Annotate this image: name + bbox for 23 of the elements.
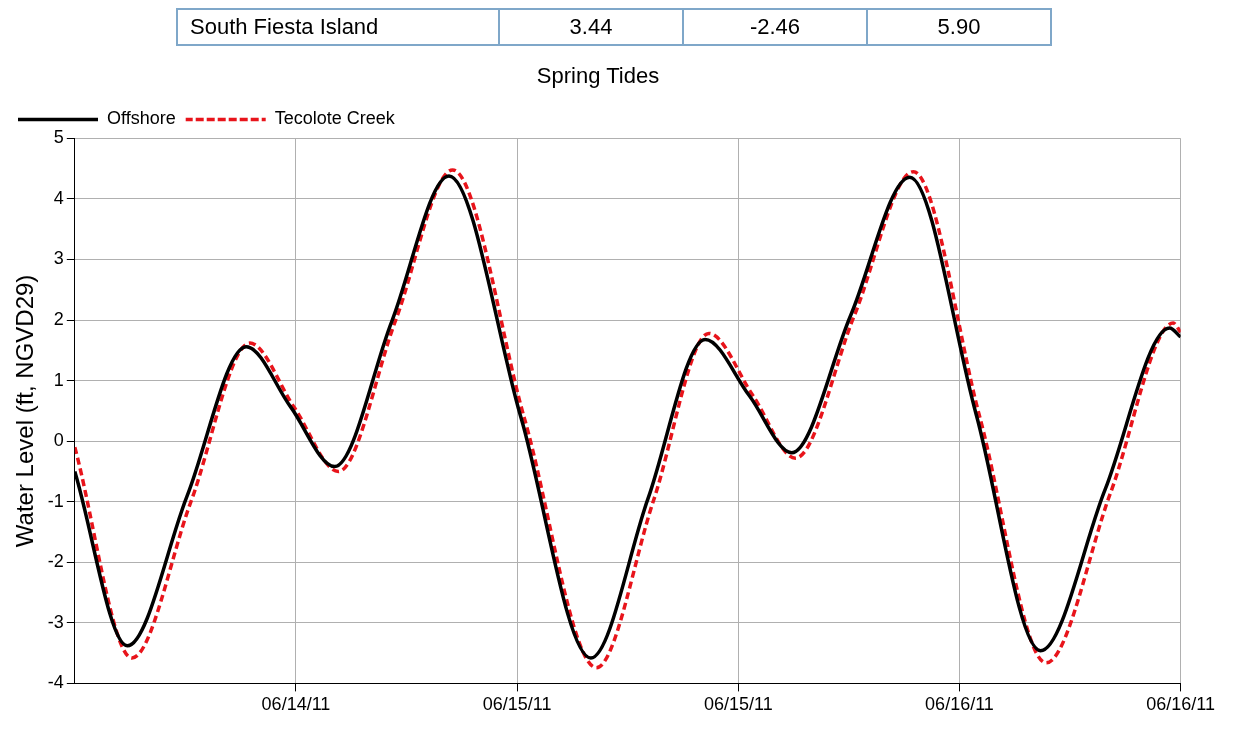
text: 3.44 xyxy=(499,9,683,45)
y-tick-label: 5 xyxy=(53,127,64,148)
chart-title: Spring Tides xyxy=(536,63,660,89)
x-tick-label: 06/15/11 xyxy=(703,694,773,715)
x-tick-label: 06/14/11 xyxy=(261,694,331,715)
text: 5.90 xyxy=(867,9,1051,45)
x-tick-label: 06/16/11 xyxy=(1146,694,1215,715)
y-tick-label: -2 xyxy=(47,551,64,572)
y-tick-label: 3 xyxy=(53,248,64,269)
x-tick-label: 06/16/11 xyxy=(925,694,994,715)
y-axis-title: Water Level (ft, NGVD29) xyxy=(11,274,39,548)
y-tick-label: 4 xyxy=(53,187,64,208)
y-tick-label: -3 xyxy=(47,611,64,632)
text: South Fiesta Island xyxy=(177,9,499,45)
x-tick-label: 06/15/11 xyxy=(482,694,552,715)
y-tick-label: 1 xyxy=(53,369,64,390)
legend-label: Tecolote Creek xyxy=(274,108,396,129)
y-tick-label: -1 xyxy=(47,490,64,511)
text: -2.46 xyxy=(683,9,867,45)
y-tick-label: -4 xyxy=(47,672,64,693)
y-tick-label: 0 xyxy=(53,430,64,451)
y-tick-label: 2 xyxy=(53,309,64,330)
legend-label: Offshore xyxy=(107,108,176,129)
